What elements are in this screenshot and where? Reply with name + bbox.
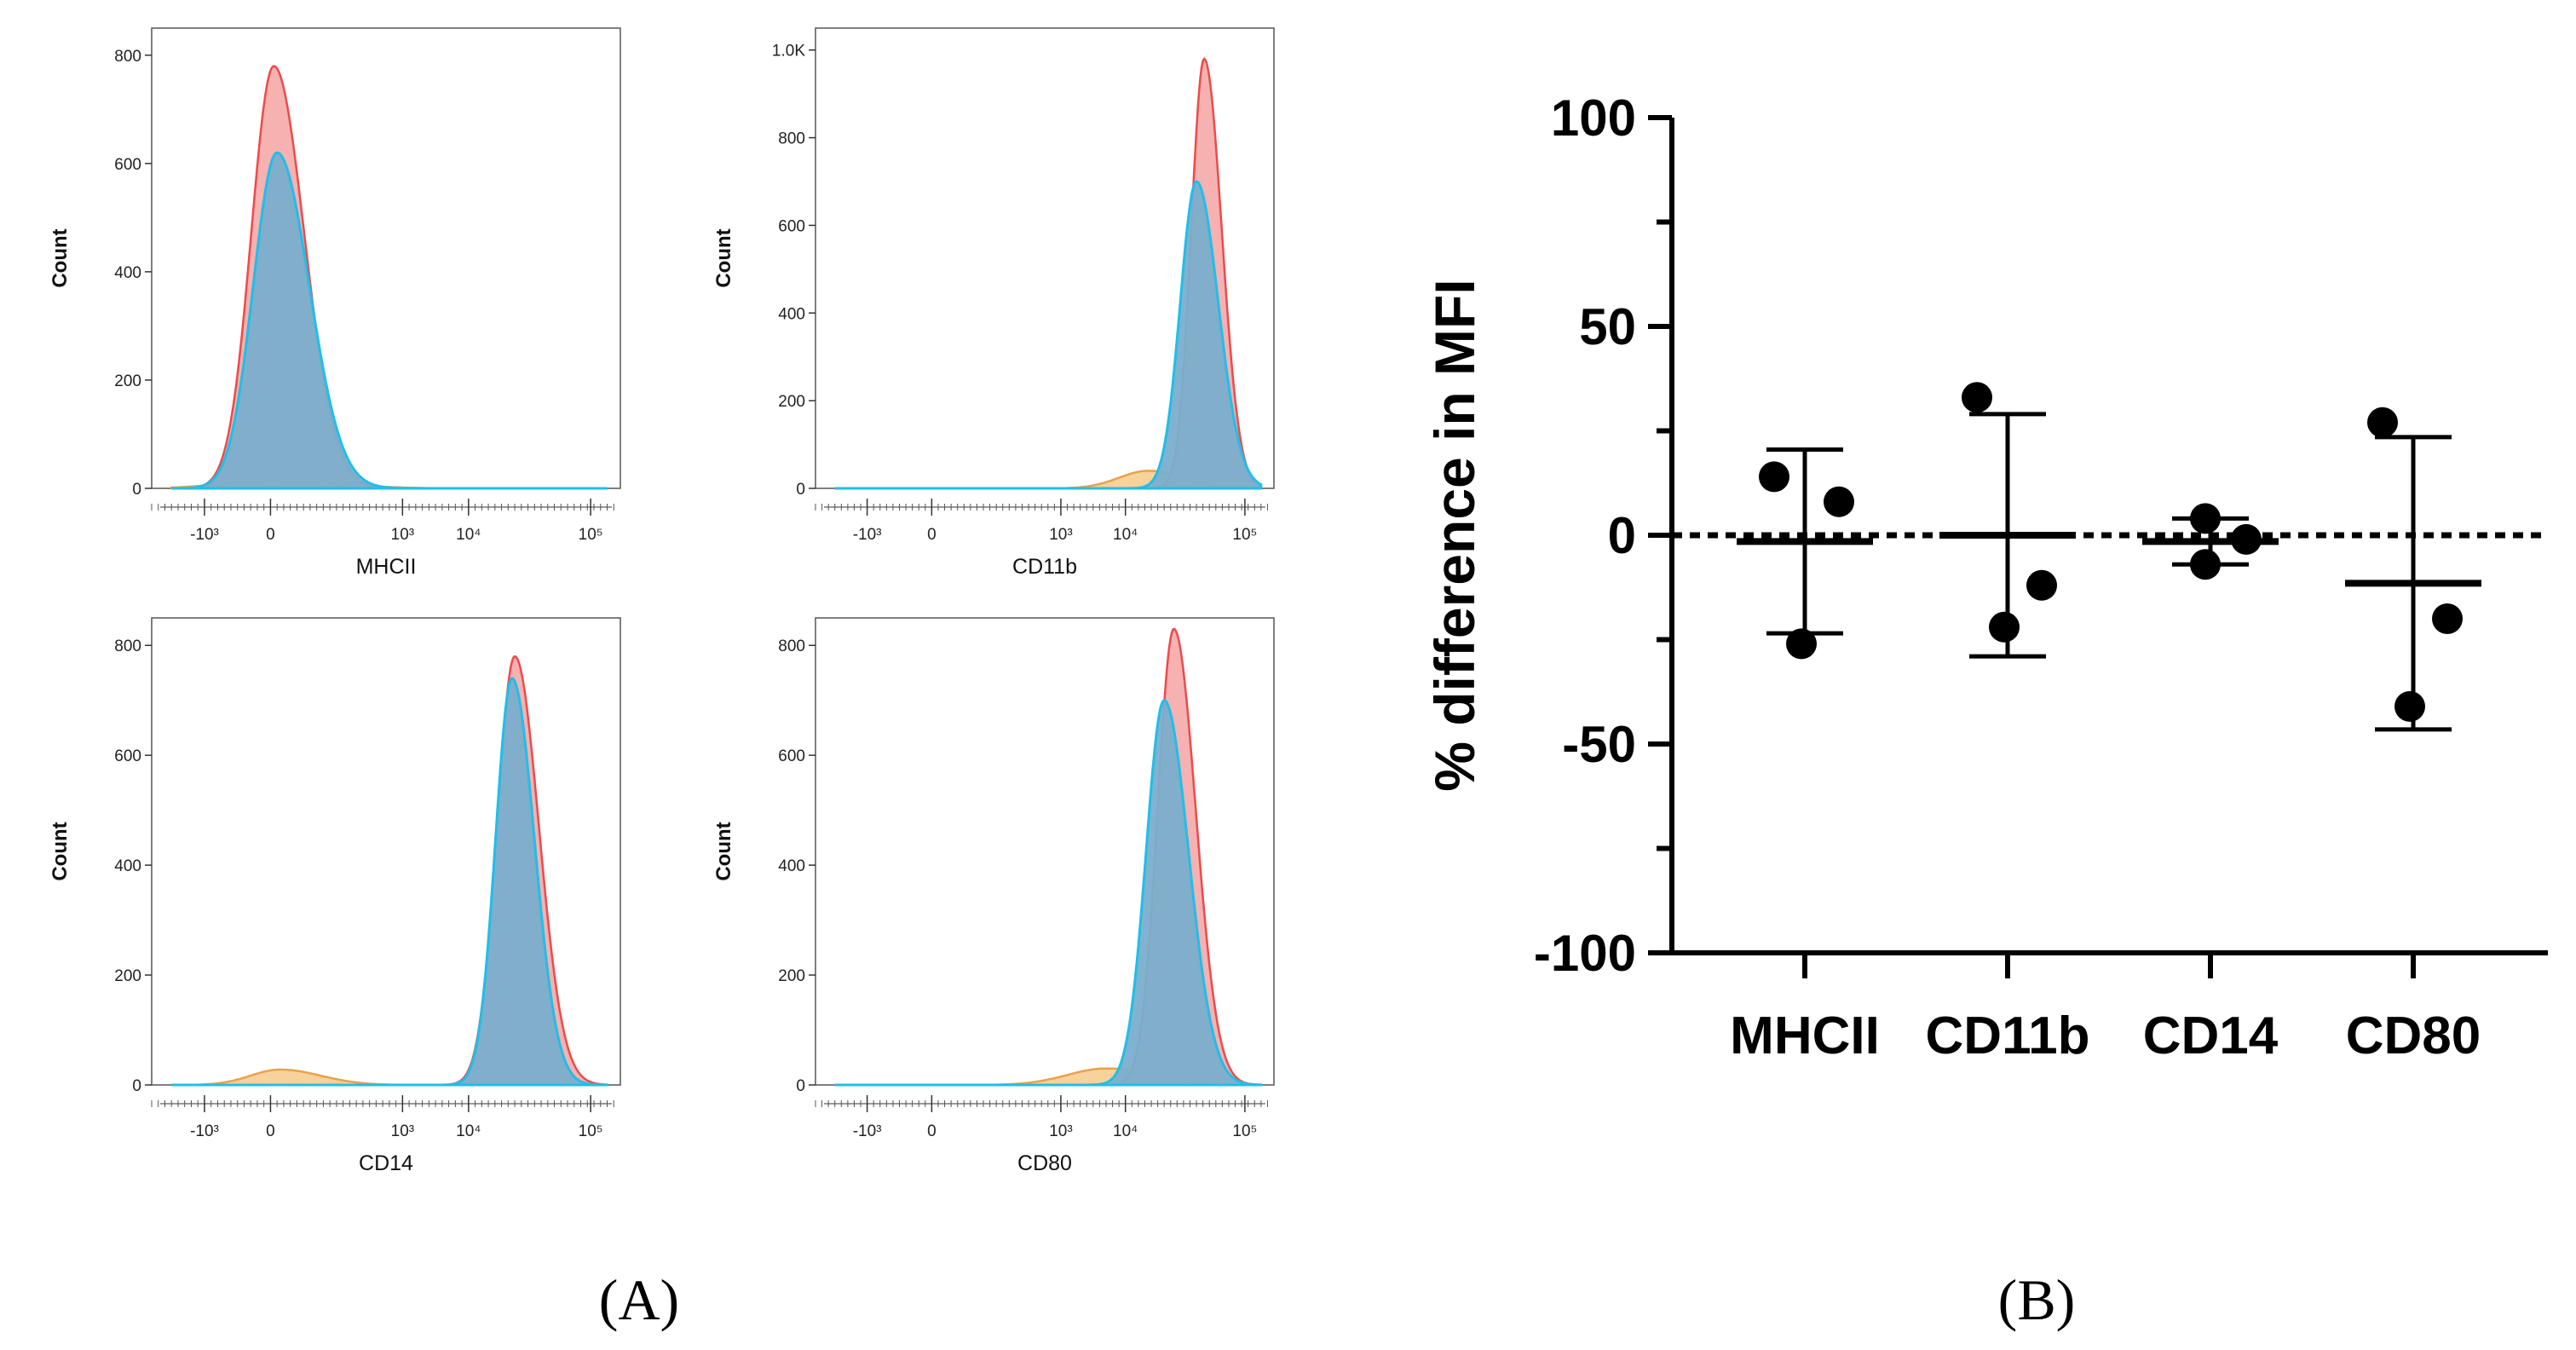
x-tick-label: -10³ — [190, 526, 219, 544]
y-tick-label: 800 — [114, 638, 141, 655]
series-treated-cd14 — [171, 677, 609, 1087]
x-axis-label: MHCII — [356, 555, 417, 579]
group-cd11b — [1939, 382, 2076, 659]
y-tick-label: 200 — [778, 393, 805, 411]
data-point-cd11b — [2026, 569, 2057, 601]
group-mhcii — [1737, 447, 1873, 660]
data-point-mhcii — [1786, 628, 1817, 660]
x-tick-label: -10³ — [190, 1122, 219, 1140]
x-tick-label: 10³ — [391, 526, 414, 544]
category-label-mhcii: MHCII — [1730, 1007, 1880, 1065]
y-tick-label: 800 — [778, 130, 805, 148]
data-point-cd14 — [2190, 503, 2221, 534]
data-point-cd14 — [2190, 549, 2221, 580]
category-label-cd14: CD14 — [2143, 1007, 2279, 1065]
y-tick-label: 600 — [114, 156, 141, 174]
y-tick-label: 400 — [778, 305, 805, 323]
data-point-cd80 — [2394, 690, 2425, 722]
x-tick-label: 10⁴ — [1113, 526, 1138, 544]
y-axis-label: Count — [712, 228, 735, 287]
x-tick-label: 0 — [927, 526, 936, 544]
x-tick-label: 10⁵ — [579, 1122, 603, 1140]
y-tick-label: 200 — [778, 967, 805, 985]
x-axis-label: CD11b — [1012, 555, 1077, 579]
x-tick-label: 0 — [266, 1122, 275, 1140]
y-tick-label: 50 — [1579, 298, 1636, 355]
category-label-cd11b: CD11b — [1926, 1007, 2090, 1065]
y-tick-label: 0 — [132, 481, 141, 499]
y-tick-label: 600 — [778, 747, 805, 765]
y-axis-label: Count — [712, 822, 735, 880]
x-tick-label: 0 — [266, 526, 275, 544]
x-tick-label: 10³ — [391, 1122, 414, 1140]
x-tick-label: -10³ — [853, 1122, 882, 1140]
y-tick-label: 100 — [1551, 89, 1636, 147]
y-axis-label: Count — [49, 228, 72, 287]
data-point-mhcii — [1824, 486, 1854, 517]
histogram-cd14: 0 200 400 600 800 Count -10³ 0 10³ 10⁴ 10⁵ CD14 — [49, 617, 621, 1175]
x-tick-label: 10⁵ — [1232, 1122, 1257, 1140]
y-tick-label: -50 — [1562, 716, 1636, 773]
x-axis-label: CD80 — [1017, 1151, 1072, 1175]
data-point-mhcii — [1759, 461, 1789, 493]
y-tick-label: 800 — [778, 638, 805, 655]
x-axis-label: CD14 — [359, 1151, 413, 1175]
data-point-cd80 — [2432, 603, 2463, 634]
x-tick-label: 10⁴ — [1113, 1122, 1138, 1140]
y-axis-label: % difference in MFI — [1423, 279, 1486, 791]
y-tick-label: 0 — [1608, 507, 1636, 564]
series-treated-cd80 — [834, 698, 1263, 1087]
data-point-cd80 — [2367, 407, 2398, 438]
x-tick-label: 10⁵ — [1232, 526, 1257, 544]
x-tick-label: 0 — [927, 1122, 936, 1140]
y-tick-label: 0 — [796, 481, 805, 499]
x-tick-label: -10³ — [853, 526, 882, 544]
y-tick-label: 600 — [778, 217, 805, 235]
panel-a-histograms: 0 200 400 600 800 Count -10³ 0 10³ 10⁴ 10⁵ MHCII 0 20… — [49, 27, 1275, 1175]
y-tick-label: 0 — [132, 1077, 141, 1095]
y-tick-label: 600 — [114, 747, 141, 765]
x-tick-label: 10⁵ — [579, 526, 603, 544]
panel-label-b: (B) — [1998, 1267, 2076, 1332]
category-label-cd80: CD80 — [2346, 1007, 2481, 1065]
data-point-cd14 — [2231, 523, 2262, 555]
scatter-plot: 100 50 0 -50 -100 % difference in MFI MHCII CD1… — [1423, 89, 2548, 1065]
data-point-cd11b — [1989, 611, 2020, 643]
y-tick-label: 200 — [114, 967, 141, 985]
histogram-cd11b: 0 200 400 600 800 1.0K Count -10³ 0 10³ 10⁴ 10⁵ CD11… — [712, 27, 1275, 579]
x-tick-label: 10³ — [1049, 526, 1072, 544]
plot-frame-mhcii — [151, 27, 621, 489]
y-tick-label: 1.0K — [772, 43, 805, 61]
y-tick-label: 200 — [114, 372, 141, 390]
y-tick-label: 0 — [796, 1077, 805, 1095]
group-cd80 — [2345, 407, 2481, 732]
y-tick-label: 400 — [778, 857, 805, 875]
data-point-cd11b — [1962, 382, 1992, 413]
x-tick-label: 10⁴ — [456, 526, 481, 544]
panel-b-scatter: 100 50 0 -50 -100 % difference in MFI MHCII CD1… — [1423, 89, 2548, 1065]
y-tick-label: -100 — [1534, 925, 1636, 982]
histogram-mhcii: 0 200 400 600 800 Count -10³ 0 10³ 10⁴ 10⁵ MHCII — [49, 27, 621, 579]
x-tick-label: 10⁴ — [456, 1122, 481, 1140]
histogram-cd80: 0 200 400 600 800 Count -10³ 0 10³ 10⁴ 10⁵ CD80 — [712, 617, 1275, 1175]
x-tick-label: 10³ — [1049, 1122, 1072, 1140]
y-tick-label: 800 — [114, 48, 141, 66]
y-tick-label: 400 — [114, 264, 141, 282]
panel-label-a: (A) — [599, 1267, 679, 1332]
series-treated-mhcii — [171, 151, 608, 490]
group-cd14 — [2142, 503, 2279, 580]
series-treated-cd11b — [834, 180, 1263, 490]
y-axis-label: Count — [49, 822, 72, 880]
y-tick-label: 400 — [114, 857, 141, 875]
